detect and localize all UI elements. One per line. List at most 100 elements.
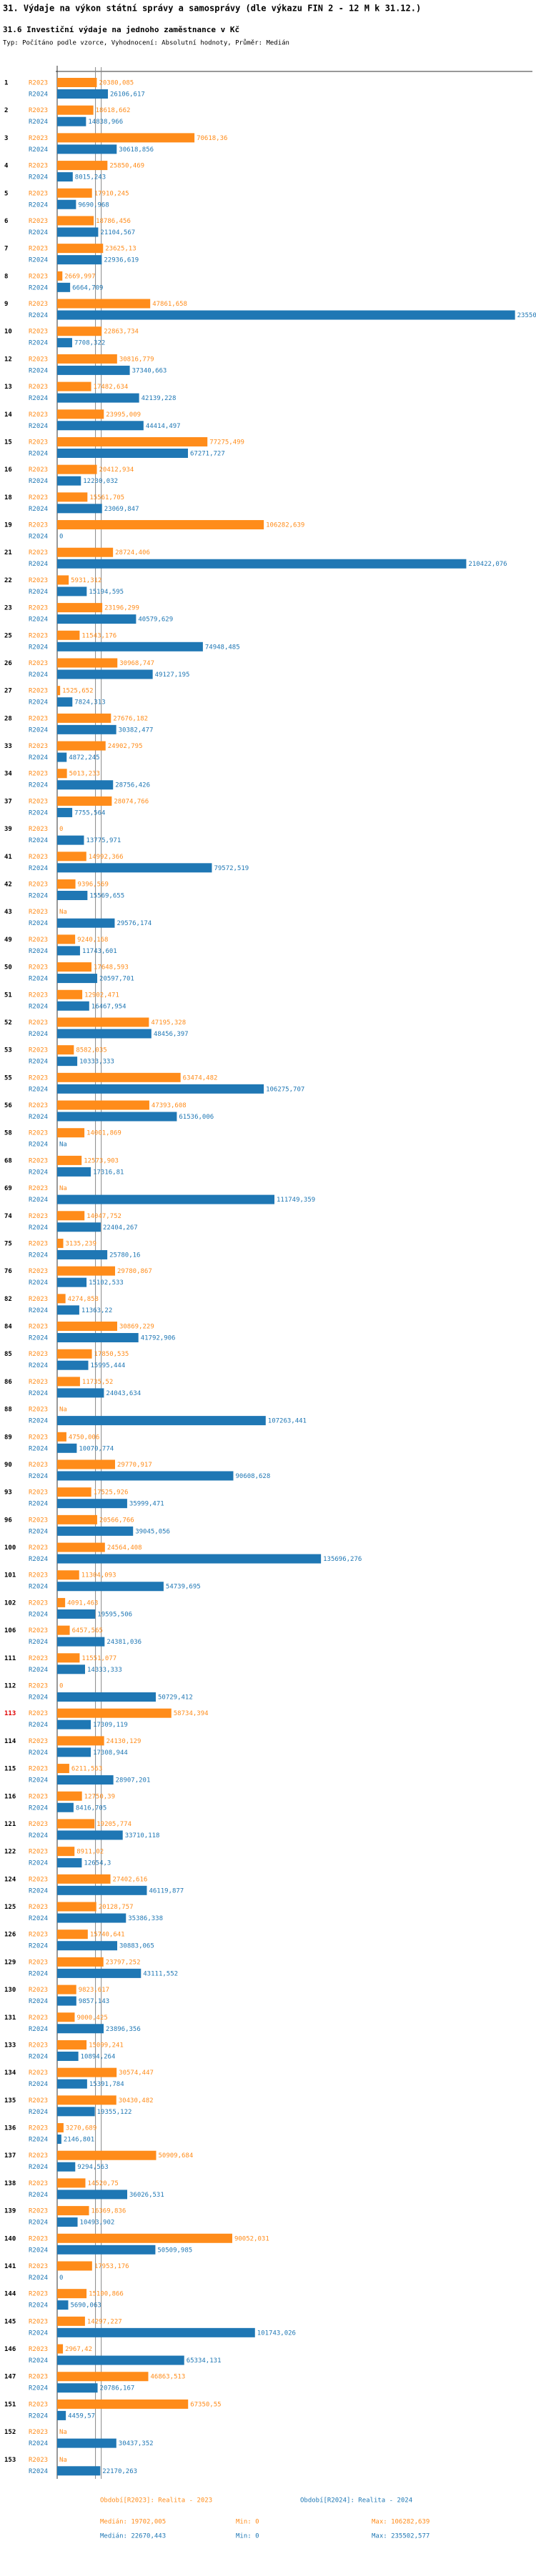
bar bbox=[57, 741, 106, 751]
series-label: R2023 bbox=[29, 439, 48, 446]
category-label: 74 bbox=[4, 1213, 12, 1220]
category-label: 52 bbox=[4, 1019, 12, 1027]
value-label: 8416,705 bbox=[76, 1804, 106, 1812]
value-label: 24902,795 bbox=[108, 743, 143, 750]
series-label: R2024 bbox=[29, 1915, 48, 1922]
value-label: 14992,366 bbox=[89, 854, 124, 861]
category-label: 39 bbox=[4, 826, 12, 833]
series-label: R2023 bbox=[29, 1324, 48, 1331]
value-label: 8911,02 bbox=[76, 1849, 104, 1856]
bar bbox=[57, 630, 80, 640]
value-label: 30574,447 bbox=[119, 2070, 154, 2077]
value-label: 15391,784 bbox=[89, 2081, 124, 2088]
bar bbox=[57, 974, 98, 984]
value-label: 42139,228 bbox=[142, 395, 177, 402]
series-label: R2024 bbox=[29, 1390, 48, 1397]
series-label: R2024 bbox=[29, 1335, 48, 1342]
series-label: R2023 bbox=[29, 1904, 48, 1911]
value-label: 47393,608 bbox=[152, 1102, 187, 1109]
value-label: 40579,629 bbox=[138, 616, 173, 624]
series-label: R2023 bbox=[29, 992, 48, 999]
series-label: R2024 bbox=[29, 229, 48, 236]
series-label: R2024 bbox=[29, 1804, 48, 1812]
value-label: 50509,985 bbox=[157, 2247, 192, 2254]
category-label: 2 bbox=[4, 107, 8, 114]
series-label: R2023 bbox=[29, 1102, 48, 1109]
series-label: R2024 bbox=[29, 1252, 48, 1259]
series-label: R2023 bbox=[29, 1351, 48, 1358]
series-label: R2024 bbox=[29, 1224, 48, 1232]
value-label: 49127,195 bbox=[155, 672, 190, 679]
value-label: 22404,267 bbox=[103, 1224, 138, 1232]
series-label: R2024 bbox=[29, 672, 48, 679]
value-label: 14520,75 bbox=[88, 2180, 119, 2187]
category-label: 151 bbox=[4, 2401, 16, 2408]
value-label: 30382,477 bbox=[119, 727, 154, 734]
value-label: 18786,456 bbox=[96, 218, 131, 225]
series-label: R2024 bbox=[29, 1777, 48, 1784]
value-label: 0 bbox=[59, 1683, 63, 1690]
category-label: 7 bbox=[4, 246, 8, 253]
category-label: 111 bbox=[4, 1655, 16, 1662]
series-label: R2023 bbox=[29, 1185, 48, 1192]
value-label: 3270,689 bbox=[66, 2125, 96, 2132]
series-label: R2023 bbox=[29, 1959, 48, 1966]
series-label: R2024 bbox=[29, 1556, 48, 1563]
value-label: 235502,577 bbox=[517, 312, 536, 319]
series-label: R2024 bbox=[29, 2275, 48, 2282]
series-label: R2023 bbox=[29, 1157, 48, 1164]
category-label: 130 bbox=[4, 1987, 16, 1994]
series-label: R2023 bbox=[29, 2318, 48, 2325]
series-label: R2023 bbox=[29, 771, 48, 778]
series-label: R2023 bbox=[29, 1240, 48, 1247]
value-label: Na bbox=[59, 2457, 67, 2464]
bar bbox=[57, 199, 76, 209]
value-label: 2669,997 bbox=[64, 273, 95, 280]
bar bbox=[57, 2079, 87, 2089]
category-label: 146 bbox=[4, 2346, 16, 2353]
category-label: 115 bbox=[4, 1766, 16, 1773]
series-label: R2024 bbox=[29, 395, 48, 402]
series-label: R2023 bbox=[29, 1683, 48, 1690]
category-label: 55 bbox=[4, 1074, 12, 1082]
value-label: 77275,499 bbox=[209, 439, 244, 446]
stat-median: Medián: 22670,443 bbox=[100, 2533, 166, 2540]
value-label: 6664,709 bbox=[72, 284, 103, 291]
category-label: 102 bbox=[4, 1599, 16, 1607]
value-label: 23069,847 bbox=[104, 506, 139, 513]
bar bbox=[57, 796, 112, 806]
series-label: R2024 bbox=[29, 478, 48, 485]
bar bbox=[57, 476, 81, 486]
bar bbox=[57, 2289, 87, 2299]
value-label: 2146,801 bbox=[64, 2137, 94, 2144]
bar bbox=[57, 559, 467, 569]
series-label: R2023 bbox=[29, 2070, 48, 2077]
bar bbox=[57, 2051, 79, 2061]
category-label: 93 bbox=[4, 1489, 12, 1497]
series-label: R2024 bbox=[29, 699, 48, 707]
category-label: 3 bbox=[4, 135, 8, 142]
value-label: 23196,299 bbox=[104, 605, 139, 612]
bar bbox=[57, 1487, 91, 1497]
bar bbox=[57, 1432, 66, 1442]
bar bbox=[57, 1238, 64, 1248]
series-label: R2023 bbox=[29, 1379, 48, 1386]
series-label: R2024 bbox=[29, 1473, 48, 1480]
bar bbox=[57, 1968, 142, 1978]
series-label: R2023 bbox=[29, 1572, 48, 1579]
value-label: 4091,463 bbox=[67, 1599, 98, 1607]
series-label: R2023 bbox=[29, 2457, 48, 2464]
bar bbox=[57, 78, 97, 87]
series-label: R2024 bbox=[29, 2081, 48, 2088]
category-label: 12 bbox=[4, 356, 12, 363]
series-label: R2023 bbox=[29, 2374, 48, 2381]
bar bbox=[57, 2344, 64, 2354]
bar bbox=[57, 282, 71, 292]
series-label: R2023 bbox=[29, 1047, 48, 1054]
bar bbox=[57, 1211, 85, 1221]
series-label: R2024 bbox=[29, 1307, 48, 1314]
series-label: R2024 bbox=[29, 367, 48, 374]
bar bbox=[57, 918, 115, 928]
bar bbox=[57, 2095, 116, 2105]
bar bbox=[57, 1459, 115, 1469]
